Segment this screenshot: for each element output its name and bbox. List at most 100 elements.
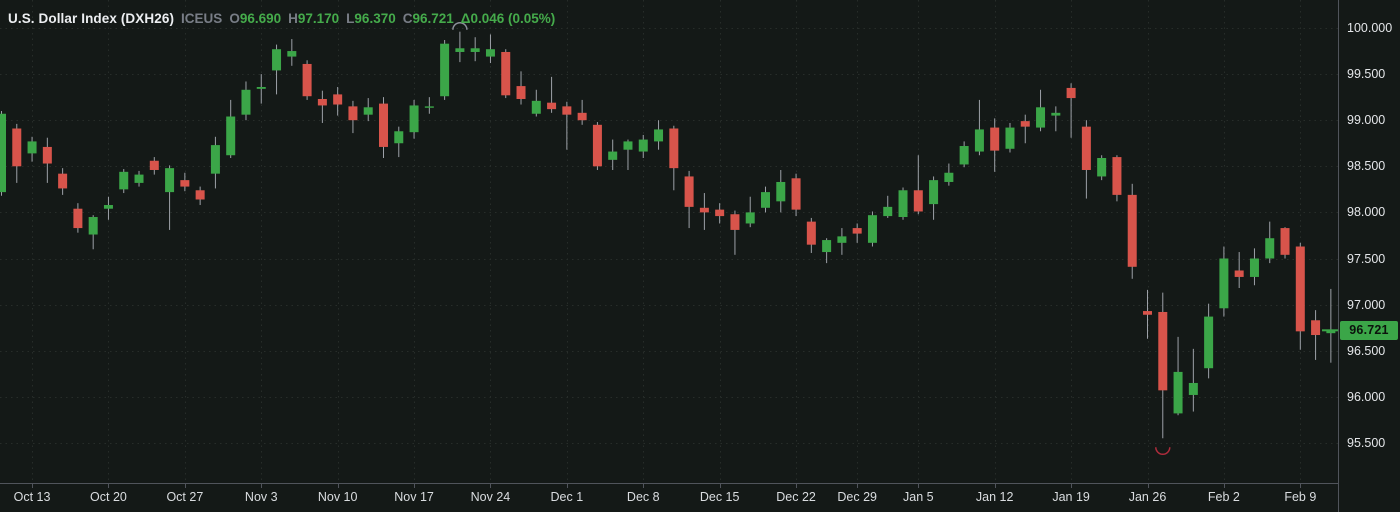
- symbol-legend[interactable]: U.S. Dollar Index (DXH26) ICEUS O96.690 …: [8, 8, 555, 28]
- price-axis-label: 98.500: [1347, 159, 1386, 174]
- symbol-title: U.S. Dollar Index (DXH26): [8, 10, 175, 26]
- candle-body: [837, 236, 847, 243]
- time-axis-label: Nov 17: [394, 490, 434, 504]
- candle-body: [455, 48, 465, 52]
- time-axis-label: Dec 29: [837, 490, 877, 504]
- candle-body: [73, 208, 83, 229]
- time-axis-label: Feb 9: [1284, 490, 1317, 504]
- candle-body: [348, 106, 358, 121]
- candle-body: [990, 127, 1000, 151]
- candle-body: [822, 240, 832, 253]
- time-axis-label: Jan 12: [975, 490, 1014, 504]
- candle-body: [195, 190, 205, 200]
- time-axis-label: Dec 1: [550, 490, 584, 504]
- candle-body: [1188, 382, 1198, 395]
- candle-body: [1326, 330, 1336, 334]
- candle-body: [1311, 320, 1321, 336]
- candle-body: [730, 214, 740, 230]
- candle-body: [776, 181, 786, 202]
- candle-body: [0, 113, 6, 193]
- candle-body: [547, 102, 557, 110]
- candle-body: [715, 209, 725, 217]
- candle-body: [1265, 238, 1275, 259]
- candle-body: [1005, 127, 1015, 149]
- candle-body: [256, 87, 266, 89]
- candle-body: [929, 180, 939, 205]
- price-axis-label: 97.000: [1347, 297, 1386, 312]
- candle-body: [501, 51, 511, 96]
- exchange-label: ICEUS: [181, 10, 223, 26]
- candle-body: [394, 131, 404, 144]
- time-axis-label: Jan 5: [903, 490, 934, 504]
- candle-body: [1112, 157, 1122, 195]
- candle-body: [516, 86, 526, 99]
- candle-body: [1066, 87, 1076, 99]
- candle-body: [654, 129, 664, 142]
- candle-body: [1097, 158, 1107, 177]
- candle-body: [409, 105, 419, 133]
- candle-body: [134, 174, 144, 183]
- time-axis-label: Jan 26: [1128, 490, 1167, 504]
- candle-body: [363, 107, 373, 115]
- annotation-arc: [452, 21, 468, 30]
- candle-body: [1219, 258, 1229, 309]
- candle-body: [1204, 316, 1214, 369]
- candle-body: [119, 171, 129, 190]
- price-axis-label: 96.000: [1347, 389, 1386, 404]
- candle-body: [1143, 311, 1152, 315]
- time-axis-label: Dec 15: [699, 490, 740, 504]
- time-axis[interactable]: Oct 13 Oct 20 Oct 27 Nov 3 Nov 10 Nov 17 Nov 2…: [0, 487, 1400, 512]
- time-axis-label: Nov 10: [317, 490, 358, 504]
- candle-body: [88, 217, 98, 235]
- candle-body: [1051, 112, 1061, 116]
- candle-body: [867, 215, 877, 243]
- time-axis-label: Oct 27: [166, 490, 204, 504]
- time-axis-label: Oct 13: [13, 490, 51, 504]
- candle-body: [1036, 107, 1046, 128]
- candle-body: [944, 172, 954, 182]
- price-axis-label: 98.000: [1347, 205, 1386, 220]
- time-axis-label: Nov 3: [244, 490, 278, 504]
- candle-body: [12, 128, 22, 167]
- candle-body: [913, 190, 923, 212]
- candle-body: [210, 145, 220, 174]
- candle-body: [1234, 270, 1244, 277]
- candle-body: [684, 176, 694, 207]
- candle-body: [272, 49, 282, 71]
- candle-body: [440, 43, 450, 97]
- candle-body: [1127, 194, 1137, 267]
- change-value: Δ0.046 (0.05%): [460, 10, 556, 26]
- time-axis-label: Jan 19: [1052, 490, 1090, 504]
- candle-body: [1249, 258, 1259, 277]
- candle-body: [959, 146, 969, 165]
- price-axis-label: 100.000: [1347, 21, 1393, 35]
- candle-body: [1173, 371, 1183, 414]
- open-value: O96.690: [229, 10, 282, 26]
- candle-body: [287, 51, 297, 57]
- candle-body: [485, 49, 495, 57]
- annotation-arc: [1155, 447, 1171, 456]
- candle-body: [1020, 121, 1030, 127]
- candle-body: [317, 98, 327, 106]
- candle-body: [577, 112, 587, 121]
- candle-body: [1081, 126, 1091, 170]
- time-axis-label: Dec 22: [776, 490, 816, 504]
- candle-body: [180, 180, 190, 187]
- candle-body: [1158, 311, 1168, 391]
- price-axis[interactable]: 100.000 99.500 99.000 98.500 98.000 97.500 97.…: [1340, 0, 1400, 483]
- candle-body: [669, 128, 679, 169]
- time-axis-label: Dec 8: [626, 490, 660, 504]
- price-axis-label: 96.500: [1347, 343, 1386, 358]
- low-value: L96.370: [346, 10, 396, 26]
- candle-body: [424, 106, 434, 108]
- price-axis-label: 95.500: [1347, 435, 1386, 450]
- candle-body: [103, 205, 113, 209]
- candle-body: [806, 221, 816, 245]
- candle-body: [27, 141, 37, 154]
- high-value: H97.170: [288, 10, 340, 26]
- candle-body: [974, 129, 984, 152]
- candle-body: [761, 192, 770, 208]
- time-axis-label: Oct 20: [90, 490, 127, 504]
